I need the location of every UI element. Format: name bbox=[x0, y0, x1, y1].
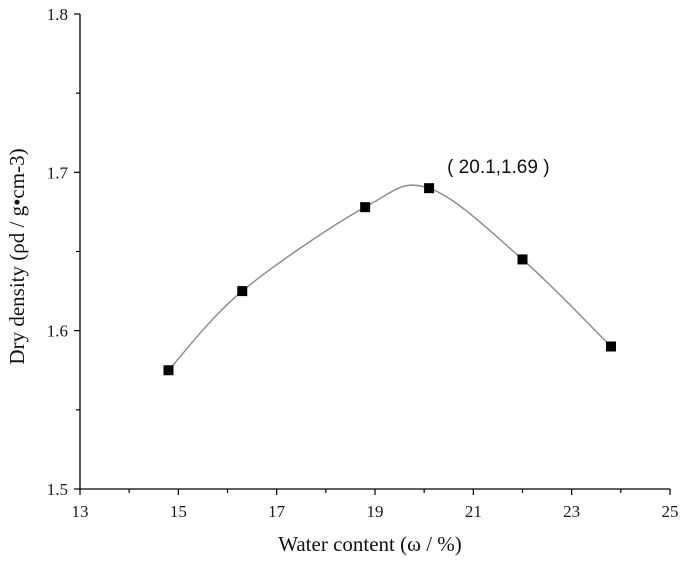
x-tick-label: 23 bbox=[563, 502, 580, 521]
x-tick-label: 21 bbox=[465, 502, 482, 521]
x-tick-label: 19 bbox=[367, 502, 384, 521]
data-point bbox=[163, 365, 174, 376]
y-tick-label: 1.7 bbox=[47, 163, 69, 182]
data-markers bbox=[163, 183, 616, 376]
y-tick-label: 1.6 bbox=[47, 322, 68, 341]
data-point bbox=[517, 254, 528, 265]
data-point bbox=[360, 202, 371, 213]
data-point bbox=[237, 286, 248, 297]
x-tick-label: 25 bbox=[662, 502, 679, 521]
data-point bbox=[606, 341, 616, 352]
annotations: ( 20.1,1.69 ) bbox=[447, 157, 549, 178]
x-tick-label: 15 bbox=[170, 502, 187, 521]
y-axis-title: Dry density (ρd / g•cm-3) bbox=[5, 148, 29, 364]
fit-curve bbox=[167, 184, 612, 371]
axes bbox=[79, 14, 670, 490]
ticks: 13 15 17 19 21 23 25 1.5 1.6 1.7 1.8 bbox=[47, 5, 679, 521]
y-tick-label: 1.5 bbox=[47, 480, 68, 499]
y-tick-label: 1.8 bbox=[47, 5, 68, 24]
peak-annotation: ( 20.1,1.69 ) bbox=[447, 157, 549, 178]
x-axis-title: Water content (ω / %) bbox=[278, 532, 462, 556]
data-point bbox=[424, 183, 435, 194]
x-tick-label: 13 bbox=[72, 502, 89, 521]
fit-curve-layer bbox=[167, 184, 612, 371]
x-tick-label: 17 bbox=[268, 502, 286, 521]
